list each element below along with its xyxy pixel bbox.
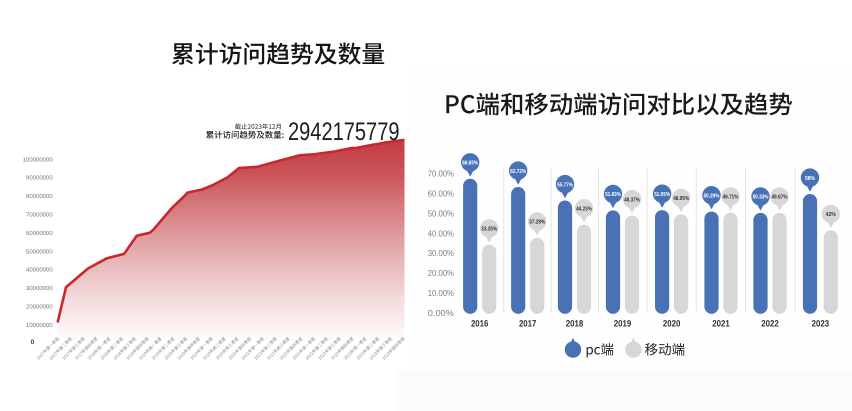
svg-text:70000000: 70000000: [26, 212, 53, 219]
svg-text:40.00%: 40.00%: [428, 228, 454, 238]
svg-text:48.95%: 48.95%: [673, 195, 689, 202]
svg-text:2020: 2020: [663, 318, 681, 328]
svg-text:51.05%: 51.05%: [654, 191, 670, 198]
svg-text:0.00%: 0.00%: [428, 308, 454, 318]
svg-text:33.35%: 33.35%: [481, 226, 497, 233]
svg-text:62.72%: 62.72%: [510, 168, 526, 175]
svg-text:42%: 42%: [826, 211, 836, 218]
svg-text:30000000: 30000000: [26, 285, 53, 292]
svg-text:2017: 2017: [519, 318, 537, 328]
svg-text:10.00%: 10.00%: [428, 288, 454, 298]
svg-text:20000000: 20000000: [26, 304, 53, 311]
svg-text:60.00%: 60.00%: [428, 188, 454, 198]
svg-text:44.23%: 44.23%: [576, 206, 592, 213]
svg-text:10000000: 10000000: [26, 322, 53, 329]
svg-text:49.67%: 49.67%: [772, 194, 788, 201]
svg-text:66.65%: 66.65%: [462, 160, 478, 167]
svg-text:55.77%: 55.77%: [557, 181, 573, 188]
svg-text:80000000: 80000000: [26, 193, 53, 200]
svg-text:0: 0: [31, 339, 35, 346]
svg-text:100000000: 100000000: [23, 156, 54, 163]
svg-text:30.00%: 30.00%: [428, 248, 454, 258]
svg-text:2942175779: 2942175779: [288, 118, 400, 146]
svg-text:70.00%: 70.00%: [428, 169, 454, 179]
svg-text:51.63%: 51.63%: [605, 191, 621, 198]
svg-text:2023: 2023: [812, 318, 830, 328]
svg-text:48.37%: 48.37%: [624, 196, 640, 203]
svg-text:58%: 58%: [805, 175, 815, 182]
svg-text:90000000: 90000000: [26, 175, 53, 182]
svg-text:40000000: 40000000: [26, 267, 53, 274]
svg-text:50000000: 50000000: [26, 248, 53, 255]
svg-text:2018: 2018: [566, 318, 584, 328]
svg-text:60000000: 60000000: [26, 230, 53, 237]
svg-text:37.28%: 37.28%: [529, 219, 545, 226]
svg-text:50.29%: 50.29%: [704, 192, 720, 199]
svg-text:2022: 2022: [761, 318, 779, 328]
svg-text:2021: 2021: [712, 318, 730, 328]
svg-text:49.71%: 49.71%: [723, 194, 739, 201]
svg-text:50.00%: 50.00%: [428, 208, 454, 218]
svg-text:20.00%: 20.00%: [428, 268, 454, 278]
svg-text:50.33%: 50.33%: [753, 194, 769, 201]
svg-text:2016: 2016: [471, 318, 489, 328]
svg-text:2019: 2019: [614, 318, 632, 328]
